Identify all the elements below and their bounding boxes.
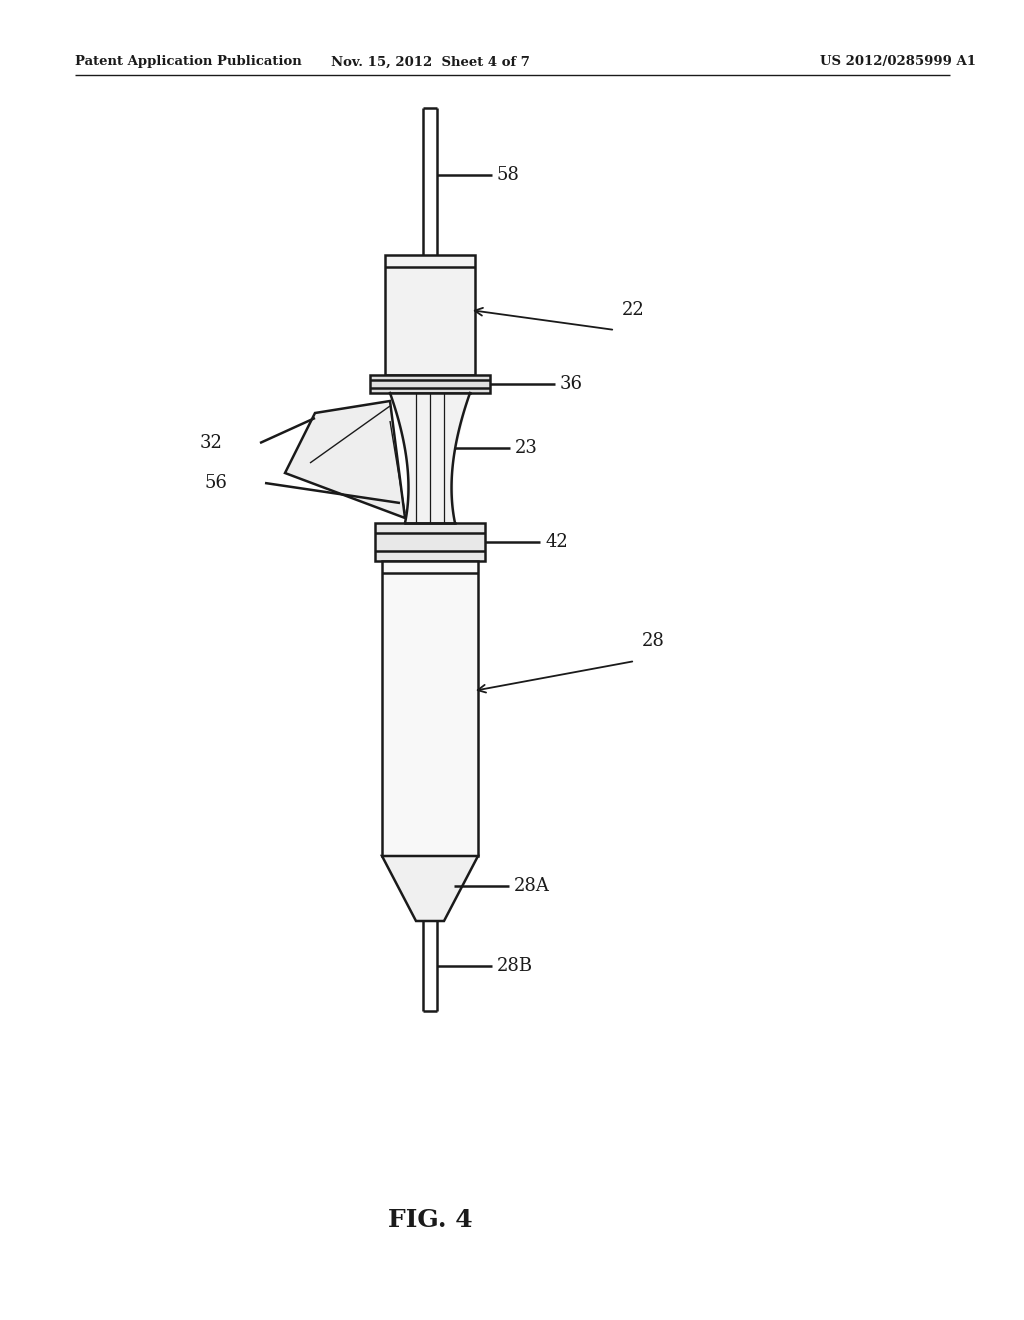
Text: 58: 58	[497, 166, 520, 183]
Text: US 2012/0285999 A1: US 2012/0285999 A1	[820, 55, 976, 69]
Text: FIG. 4: FIG. 4	[388, 1208, 472, 1232]
Bar	[385, 255, 475, 375]
Text: 42: 42	[545, 533, 567, 550]
Bar	[382, 561, 478, 855]
Polygon shape	[390, 393, 470, 523]
Polygon shape	[382, 855, 478, 921]
Text: 36: 36	[560, 375, 583, 393]
Polygon shape	[285, 401, 406, 517]
Text: Patent Application Publication: Patent Application Publication	[75, 55, 302, 69]
Text: 28B: 28B	[497, 957, 534, 975]
Text: Nov. 15, 2012  Sheet 4 of 7: Nov. 15, 2012 Sheet 4 of 7	[331, 55, 529, 69]
Bar	[375, 523, 485, 561]
Text: 56: 56	[205, 474, 228, 492]
Bar	[370, 375, 490, 393]
Text: 28A: 28A	[514, 876, 550, 895]
Text: 32: 32	[200, 434, 223, 451]
Text: 23: 23	[515, 440, 538, 457]
Text: 22: 22	[622, 301, 645, 319]
Text: 28: 28	[642, 632, 665, 649]
